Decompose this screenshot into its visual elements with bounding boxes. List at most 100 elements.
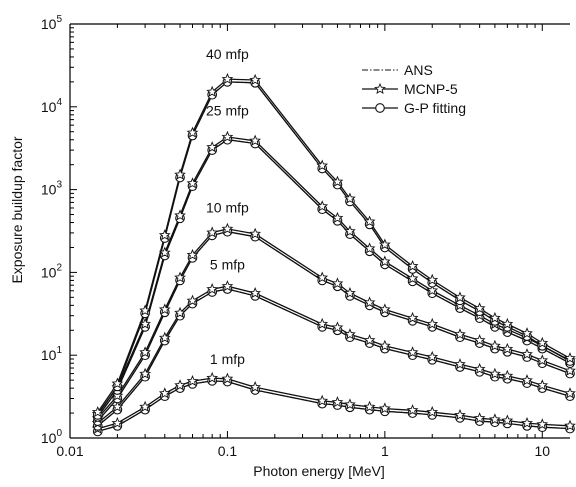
mcnp5-point: [454, 358, 466, 370]
mcnp5-point: [221, 130, 234, 142]
mcnp5-point: [139, 400, 151, 412]
y-tick-label: 100: [41, 428, 63, 446]
mcnp5-point: [489, 413, 501, 425]
mcnp5-point: [316, 317, 329, 330]
mcnp5-point: [249, 286, 262, 299]
mcnp5-point: [111, 416, 124, 429]
mcnp5-point: [139, 317, 151, 330]
mcnp5-point: [344, 328, 356, 340]
y-tick-label: 103: [41, 180, 63, 198]
mcnp5-point: [501, 369, 514, 381]
mcnp5-point: [406, 260, 419, 272]
mcnp5-point: [316, 271, 329, 283]
mcnp5-point: [158, 229, 171, 241]
mcnp5-point: [331, 175, 344, 187]
mcnp5-point: [331, 396, 344, 408]
mcnp5-point: [186, 126, 199, 138]
mcnp5-point: [473, 334, 486, 346]
mcnp5-point: [249, 73, 262, 86]
mcnp5-point: [174, 209, 186, 221]
mcnp5-point: [521, 327, 533, 339]
x-axis-label: Photon energy [MeV]: [253, 463, 385, 479]
y-tick-label: 104: [41, 97, 63, 115]
mcnp5-point: [406, 346, 419, 358]
y-tick-label: 101: [41, 345, 63, 363]
mcnp5-point: [344, 225, 356, 237]
curve-label: 25 mfp: [206, 103, 249, 119]
mcnp5-point: [378, 255, 391, 267]
mcnp5-point: [206, 226, 219, 238]
mcnp5-point: [316, 200, 329, 212]
mcnp5-point: [206, 283, 219, 295]
mcnp5-point: [426, 405, 439, 418]
mcnp5-point: [316, 159, 329, 171]
mcnp5-point: [473, 302, 486, 314]
mcnp5-point: [378, 402, 391, 414]
mcnp5-point: [174, 271, 186, 283]
mcnp5-point: [111, 389, 124, 401]
mcnp5-point: [489, 339, 501, 351]
legend-star-marker: [374, 82, 386, 94]
mcnp5-point: [536, 418, 549, 430]
mcnp5-point: [174, 379, 186, 391]
mcnp5-point: [521, 374, 533, 386]
mcnp5-point: [489, 367, 501, 379]
mcnp5-point: [174, 306, 186, 318]
mcnp5-point: [426, 317, 439, 330]
mcnp5-point: [501, 414, 514, 426]
mcnp5-point: [378, 339, 391, 351]
mcnp5-point: [249, 381, 262, 393]
y-tick-label: 105: [41, 14, 63, 32]
legend-entry-label: MCNP-5: [404, 81, 458, 97]
mcnp5-point: [406, 311, 419, 324]
mcnp5-point: [344, 398, 356, 410]
mcnp5-point: [221, 222, 234, 234]
mcnp5-point: [501, 317, 514, 330]
mcnp5-point: [521, 348, 533, 360]
mcnp5-point: [363, 296, 376, 308]
series-line-ans: [97, 81, 571, 416]
mcnp5-point: [564, 352, 576, 364]
mcnp5-point: [111, 377, 124, 389]
mcnp5-point: [158, 303, 171, 315]
curve-label: 10 mfp: [206, 199, 249, 215]
mcnp5-point: [344, 192, 356, 204]
mcnp5-point: [363, 334, 376, 346]
mcnp5-point: [174, 168, 186, 180]
x-tick-label: 0.1: [218, 443, 238, 459]
curve-label: 1 mfp: [210, 351, 245, 367]
x-tick-label: 0.01: [56, 443, 83, 459]
mcnp5-point: [564, 419, 576, 431]
mcnp5-point: [139, 346, 151, 358]
y-axis-label: Exposure buildup factor: [9, 136, 25, 283]
mcnp5-point: [501, 342, 514, 354]
mcnp5-point: [489, 311, 501, 324]
mcnp5-point: [521, 416, 533, 429]
mcnp5-point: [221, 280, 234, 292]
mcnp5-point: [564, 364, 576, 376]
mcnp5-point: [221, 372, 234, 384]
mcnp5-point: [186, 248, 199, 261]
mcnp5-point: [454, 328, 466, 340]
mcnp5-point: [564, 387, 576, 399]
mcnp5-point: [426, 273, 439, 285]
mcnp5-point: [473, 412, 486, 424]
mcnp5-point: [454, 408, 466, 421]
legend-entry-label: ANS: [404, 62, 433, 78]
mcnp5-point: [331, 321, 344, 333]
mcnp5-point: [363, 400, 376, 412]
legend-circle-marker: [375, 103, 385, 113]
mcnp5-point: [91, 405, 104, 418]
curve-label: 40 mfp: [206, 46, 249, 62]
mcnp5-point: [206, 141, 219, 153]
mcnp5-point: [454, 291, 466, 303]
mcnp5-point: [158, 331, 171, 343]
mcnp5-point: [378, 303, 391, 315]
mcnp5-point: [249, 227, 262, 239]
mcnp5-point: [206, 85, 219, 97]
mcnp5-point: [139, 304, 151, 316]
mcnp5-point: [139, 367, 151, 379]
mcnp5-point: [363, 242, 376, 254]
series-line-gp-fitting: [97, 81, 571, 416]
